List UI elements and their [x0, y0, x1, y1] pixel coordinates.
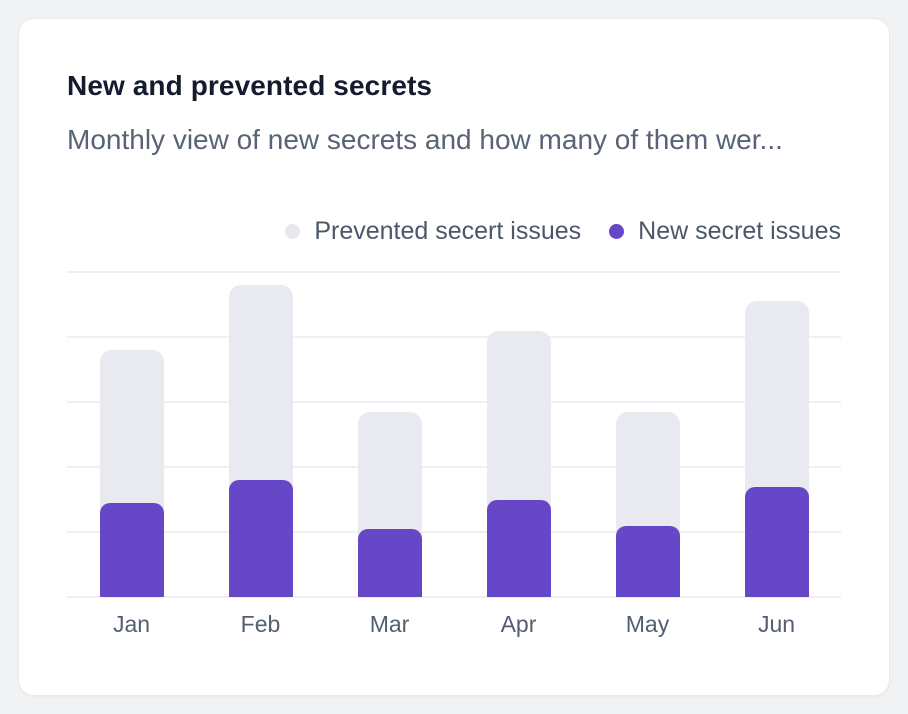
new-bar-jun[interactable]	[744, 486, 809, 597]
card-subtitle: Monthly view of new secrets and how many…	[67, 124, 783, 155]
bar-group-jan	[67, 272, 196, 597]
gridline	[67, 596, 841, 598]
gridline	[67, 336, 841, 338]
legend-dot-prevented-icon	[285, 223, 301, 239]
legend-item-prevented[interactable]: Prevented secert issues	[285, 217, 581, 246]
bar-group-may	[583, 272, 712, 597]
bar-group-apr	[454, 272, 583, 597]
x-axis-labels: Jan Feb Mar Apr May Jun	[67, 611, 841, 638]
bar-columns	[67, 272, 841, 597]
legend-label-prevented: Prevented secert issues	[314, 216, 582, 245]
new-bar-may[interactable]	[615, 525, 680, 597]
gridline	[67, 271, 841, 273]
legend-item-new[interactable]: New secret issues	[609, 217, 841, 246]
legend-label-new: New secret issues	[638, 216, 841, 245]
new-bar-mar[interactable]	[357, 528, 422, 597]
legend-dot-new-icon	[609, 223, 625, 239]
chart-card: New and prevented secrets Monthly view o…	[18, 18, 890, 696]
new-bar-jan[interactable]	[99, 502, 164, 597]
chart-legend: Prevented secert issues New secret issue…	[67, 217, 841, 245]
gridline	[67, 466, 841, 468]
gridline	[67, 401, 841, 403]
bar-group-feb	[196, 272, 325, 597]
new-bar-apr[interactable]	[486, 499, 551, 597]
x-label-mar: Mar	[369, 611, 410, 637]
x-label-jun: Jun	[757, 611, 796, 637]
x-label-feb: Feb	[240, 611, 281, 637]
new-bar-feb[interactable]	[228, 480, 293, 597]
x-label-may: May	[625, 611, 670, 637]
bar-group-mar	[325, 272, 454, 597]
x-label-jan: Jan	[112, 611, 151, 637]
bar-group-jun	[712, 272, 841, 597]
gridline	[67, 531, 841, 533]
plot-area	[67, 271, 841, 598]
x-label-apr: Apr	[500, 611, 537, 637]
bar-chart: Jan Feb Mar Apr May Jun	[67, 271, 841, 638]
card-title: New and prevented secrets	[67, 70, 433, 101]
